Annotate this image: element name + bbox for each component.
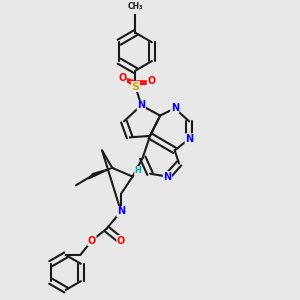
Text: N: N [185, 134, 193, 144]
Text: N: N [164, 172, 172, 182]
Text: O: O [117, 236, 125, 245]
Text: O: O [88, 236, 96, 245]
Text: H: H [134, 166, 141, 175]
Text: O: O [147, 76, 156, 86]
Text: S: S [131, 82, 140, 92]
Text: N: N [117, 206, 125, 217]
Text: N: N [137, 100, 145, 110]
Polygon shape [88, 168, 112, 179]
Text: CH₃: CH₃ [128, 2, 143, 11]
Text: N: N [171, 103, 179, 113]
Text: O: O [118, 73, 127, 83]
